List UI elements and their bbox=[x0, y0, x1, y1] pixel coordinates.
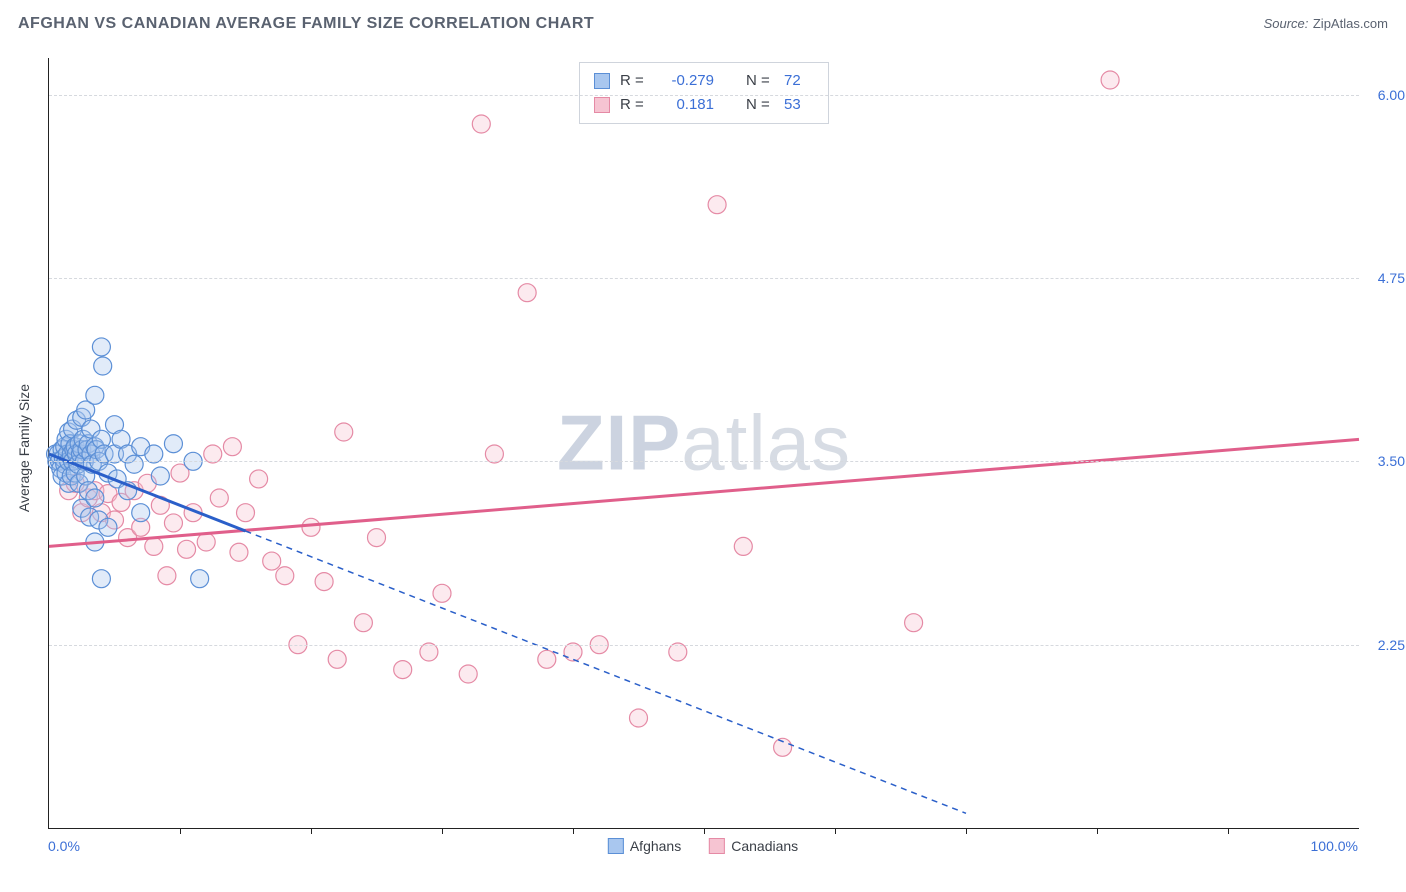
scatter-point-canadians bbox=[204, 445, 222, 463]
scatter-point-afghans bbox=[145, 445, 163, 463]
gridline bbox=[49, 645, 1359, 646]
scatter-point-afghans bbox=[92, 338, 110, 356]
trend-line-afghans-dashed bbox=[246, 531, 967, 813]
y-tick-label: 3.50 bbox=[1365, 453, 1405, 469]
scatter-point-canadians bbox=[335, 423, 353, 441]
scatter-point-afghans bbox=[86, 489, 104, 507]
scatter-point-canadians bbox=[669, 643, 687, 661]
scatter-point-canadians bbox=[394, 661, 412, 679]
chart-title: AFGHAN VS CANADIAN AVERAGE FAMILY SIZE C… bbox=[18, 15, 594, 33]
chart-svg bbox=[49, 58, 1359, 828]
scatter-point-canadians bbox=[328, 650, 346, 668]
legend-swatch-canadians bbox=[709, 838, 725, 854]
x-tick bbox=[1228, 828, 1229, 834]
scatter-point-canadians bbox=[302, 518, 320, 536]
chart-plot-area: ZIPatlas R = -0.279 N = 72 R = 0.181 N =… bbox=[48, 58, 1359, 829]
scatter-point-afghans bbox=[164, 435, 182, 453]
scatter-point-canadians bbox=[905, 614, 923, 632]
scatter-point-canadians bbox=[630, 709, 648, 727]
swatch-canadians bbox=[594, 97, 610, 113]
stats-legend-box: R = -0.279 N = 72 R = 0.181 N = 53 bbox=[579, 62, 829, 124]
scatter-point-canadians bbox=[230, 543, 248, 561]
gridline bbox=[49, 461, 1359, 462]
scatter-point-afghans bbox=[125, 455, 143, 473]
legend-item-canadians: Canadians bbox=[709, 838, 798, 854]
series-legend: Afghans Canadians bbox=[608, 838, 798, 854]
scatter-point-afghans bbox=[86, 386, 104, 404]
y-tick-label: 6.00 bbox=[1365, 87, 1405, 103]
scatter-point-canadians bbox=[354, 614, 372, 632]
scatter-point-canadians bbox=[518, 284, 536, 302]
scatter-point-canadians bbox=[459, 665, 477, 683]
legend-item-afghans: Afghans bbox=[608, 838, 681, 854]
scatter-point-canadians bbox=[237, 504, 255, 522]
scatter-point-afghans bbox=[191, 570, 209, 588]
scatter-point-canadians bbox=[472, 115, 490, 133]
scatter-point-canadians bbox=[158, 567, 176, 585]
x-tick bbox=[966, 828, 967, 834]
scatter-point-canadians bbox=[1101, 71, 1119, 89]
scatter-point-canadians bbox=[708, 196, 726, 214]
r-value-afghans: -0.279 bbox=[658, 69, 714, 93]
n-value-afghans: 72 bbox=[784, 69, 814, 93]
gridline bbox=[49, 95, 1359, 96]
r-label: R = bbox=[620, 69, 648, 93]
scatter-point-canadians bbox=[315, 573, 333, 591]
scatter-point-canadians bbox=[145, 537, 163, 555]
x-tick bbox=[442, 828, 443, 834]
scatter-point-canadians bbox=[485, 445, 503, 463]
scatter-point-canadians bbox=[223, 438, 241, 456]
legend-swatch-afghans bbox=[608, 838, 624, 854]
scatter-point-canadians bbox=[420, 643, 438, 661]
x-axis-labels: 0.0% Afghans Canadians 100.0% bbox=[48, 838, 1358, 862]
legend-label-canadians: Canadians bbox=[731, 838, 798, 854]
y-tick-label: 4.75 bbox=[1365, 270, 1405, 286]
stats-row-canadians: R = 0.181 N = 53 bbox=[594, 93, 814, 117]
scatter-point-canadians bbox=[433, 584, 451, 602]
scatter-point-canadians bbox=[197, 533, 215, 551]
scatter-point-canadians bbox=[164, 514, 182, 532]
n-label: N = bbox=[746, 93, 774, 117]
scatter-point-canadians bbox=[368, 529, 386, 547]
swatch-afghans bbox=[594, 73, 610, 89]
y-axis-label: Average Family Size bbox=[16, 384, 32, 512]
r-value-canadians: 0.181 bbox=[658, 93, 714, 117]
n-value-canadians: 53 bbox=[784, 93, 814, 117]
scatter-point-canadians bbox=[734, 537, 752, 555]
scatter-point-canadians bbox=[538, 650, 556, 668]
scatter-point-afghans bbox=[132, 504, 150, 522]
scatter-point-canadians bbox=[276, 567, 294, 585]
source-attribution: Source: ZipAtlas.com bbox=[1264, 15, 1388, 33]
x-tick bbox=[1097, 828, 1098, 834]
scatter-point-afghans bbox=[92, 570, 110, 588]
x-tick bbox=[311, 828, 312, 834]
x-tick bbox=[573, 828, 574, 834]
legend-label-afghans: Afghans bbox=[630, 838, 681, 854]
scatter-point-afghans bbox=[94, 357, 112, 375]
scatter-point-canadians bbox=[250, 470, 268, 488]
n-label: N = bbox=[746, 69, 774, 93]
scatter-point-canadians bbox=[210, 489, 228, 507]
scatter-point-canadians bbox=[263, 552, 281, 570]
x-tick bbox=[835, 828, 836, 834]
gridline bbox=[49, 278, 1359, 279]
stats-row-afghans: R = -0.279 N = 72 bbox=[594, 69, 814, 93]
scatter-point-canadians bbox=[564, 643, 582, 661]
x-tick bbox=[180, 828, 181, 834]
y-tick-label: 2.25 bbox=[1365, 637, 1405, 653]
scatter-point-afghans bbox=[151, 467, 169, 485]
source-name: ZipAtlas.com bbox=[1313, 16, 1388, 31]
scatter-point-afghans bbox=[99, 518, 117, 536]
x-axis-max-label: 100.0% bbox=[1311, 838, 1358, 854]
x-axis-min-label: 0.0% bbox=[48, 838, 80, 854]
r-label: R = bbox=[620, 93, 648, 117]
source-label: Source: bbox=[1264, 16, 1309, 31]
x-tick bbox=[704, 828, 705, 834]
scatter-point-canadians bbox=[178, 540, 196, 558]
